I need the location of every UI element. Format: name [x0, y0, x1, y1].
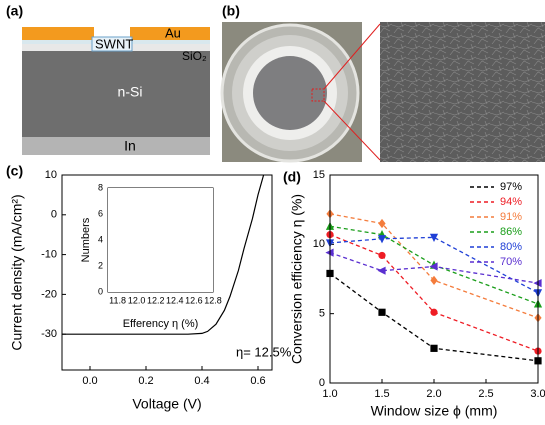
charts: 0.0 0.2 0.4 0.6 10 0 -10 -20 -30 Voltage (V) Curre… [9, 169, 545, 419]
legend-label: 97% [500, 181, 522, 193]
data-line [329, 236, 539, 294]
legend-label: 91% [500, 211, 522, 223]
x-tick-label: 11.8 [109, 295, 126, 305]
panel-label: (b) [222, 3, 240, 19]
inset-background [108, 188, 213, 292]
marker [377, 235, 387, 244]
y-axis-label: Conversion efficiency η (%) [289, 194, 305, 364]
data-line [329, 213, 539, 319]
legend-label: 94% [500, 196, 522, 208]
y-tick-label: 0 [51, 209, 57, 221]
panel-label: (d) [283, 169, 301, 185]
y-tick-label: 6 [98, 208, 103, 218]
marker [430, 344, 438, 352]
y-tick-label: 0 [319, 377, 325, 389]
zoom-line [323, 100, 381, 161]
marker [377, 266, 386, 275]
film-disk [253, 56, 327, 130]
y-axis-label: Numbers [80, 217, 92, 262]
legend-label: 86% [500, 226, 522, 238]
y-tick-label: 4 [98, 234, 103, 244]
marker [429, 233, 439, 242]
legend-label: 80% [500, 241, 522, 253]
in-label: In [124, 138, 136, 154]
y-tick-label: 2 [98, 260, 103, 270]
in-layer [22, 137, 210, 155]
y-tick-label: 8 [98, 182, 103, 192]
x-tick-label: 0.0 [82, 375, 97, 387]
data-line [329, 234, 539, 352]
data-line [62, 174, 265, 335]
n-si-label: n-Si [118, 84, 143, 100]
zoom-line [323, 23, 381, 90]
sio2-label: SiO₂ [182, 49, 207, 63]
plot-frame [329, 174, 539, 384]
y-tick-label: 10 [45, 169, 57, 181]
marker [429, 262, 438, 271]
x-tick-label: 1.0 [322, 388, 337, 400]
x-tick-label: 12.6 [185, 295, 203, 305]
n-si-layer [22, 51, 210, 137]
y-tick-label: 0 [98, 286, 103, 296]
x-axis-label: Voltage (V) [132, 396, 201, 412]
au-label: Au [165, 25, 181, 40]
y-tick-label: 10 [313, 238, 325, 250]
x-tick-label: 12.8 [204, 295, 222, 305]
x-axis-label: Window size ϕ (mm) [371, 403, 498, 419]
au-electrode [130, 27, 210, 40]
marker [430, 308, 438, 316]
annotation: η= 12.5% [236, 344, 292, 359]
legend-label: 70% [500, 256, 522, 268]
x-tick-label: 12.2 [147, 295, 165, 305]
y-tick-label: -30 [41, 328, 57, 340]
y-tick-label: 15 [313, 169, 325, 181]
zoom-box [311, 88, 325, 102]
y-tick-label: -20 [41, 288, 57, 300]
swnt-film [91, 36, 133, 52]
x-tick-label: 0.6 [250, 375, 265, 387]
y-tick-label: -10 [41, 248, 57, 260]
y-tick-label: 5 [319, 308, 325, 320]
x-tick-label: 0.2 [138, 375, 153, 387]
panel-label: (a) [6, 3, 23, 19]
marker [378, 218, 386, 229]
x-tick-label: 1.5 [374, 388, 389, 400]
x-tick-label: 2.0 [426, 388, 441, 400]
au-electrode [22, 27, 94, 40]
x-tick-label: 0.4 [194, 375, 209, 387]
data-line [329, 225, 539, 305]
marker [378, 251, 386, 260]
sem-image [380, 22, 545, 162]
swnt-label: SWNT [95, 36, 133, 51]
x-tick-label: 2.5 [478, 388, 493, 400]
x-tick-label: 3.0 [530, 388, 545, 400]
x-tick-label: 12.4 [166, 295, 184, 305]
marker [430, 275, 438, 285]
x-axis-label: Efferency η (%) [123, 318, 199, 330]
plot-frame [61, 174, 273, 371]
marker [378, 308, 386, 316]
y-axis-label: Current density (mA/cm²) [9, 194, 25, 350]
panel-label: (c) [6, 163, 23, 179]
x-tick-label: 12.0 [128, 295, 146, 305]
